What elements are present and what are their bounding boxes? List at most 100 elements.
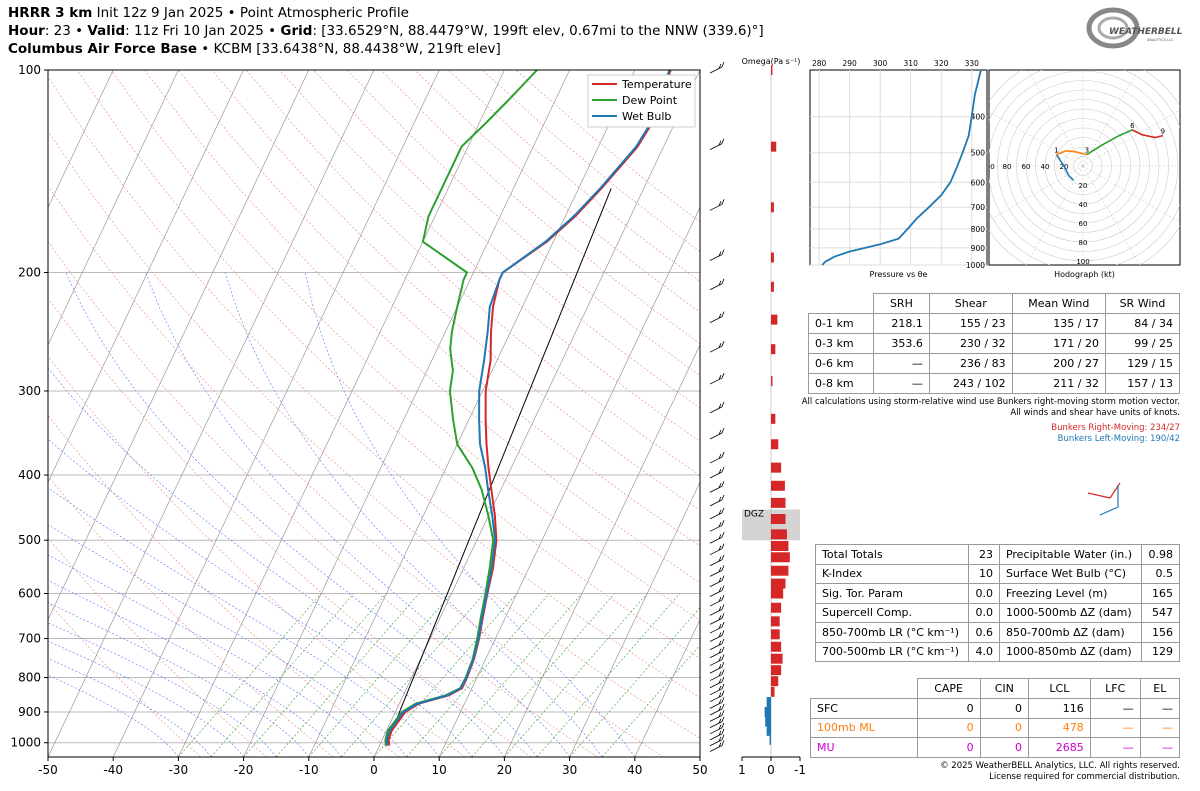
srh-note-line: All calculations using storm-relative wi… (801, 397, 1180, 407)
barb-flag (718, 587, 722, 593)
barb-flag (721, 604, 725, 610)
omega-bar (771, 616, 780, 627)
dry-adiabat (48, 297, 532, 757)
wind-barb (709, 249, 725, 261)
svg-text:WEATHERBELL: WEATHERBELL (1109, 27, 1183, 37)
wind-barb (709, 676, 725, 689)
table-cell: 547 (1140, 602, 1181, 623)
profile-line-temperature (387, 69, 672, 746)
omega-bar (771, 641, 782, 652)
wind-barb (709, 638, 725, 651)
x-tick-label: 40 (627, 763, 642, 777)
barb-flag (721, 654, 725, 660)
isotherm (48, 70, 49, 71)
hodo-segment (1056, 149, 1087, 156)
x-tick-label: -10 (299, 763, 319, 777)
table-cell: 218.1 (872, 313, 930, 334)
hodo-ring (989, 70, 1180, 265)
barb-shaft (709, 674, 723, 681)
hodo-segment (1132, 129, 1163, 139)
table-cell: 243 / 102 (928, 373, 1013, 394)
table-cell: MU (810, 737, 918, 758)
barb-shaft (709, 559, 723, 567)
mixing-ratio (243, 593, 387, 757)
barb-flag (718, 280, 722, 286)
barb-shaft (709, 708, 723, 716)
barb-flag (721, 427, 725, 434)
omega-bar (771, 497, 786, 508)
wind-barb (709, 427, 725, 440)
table-row: 700-500mb LR (°C km⁻¹) 4.0 1000-850mb ΔZ (… (815, 641, 1181, 662)
barb-flag (718, 577, 722, 583)
isotherm (504, 343, 700, 757)
table-cell: 116 (1028, 698, 1091, 719)
skewt-legend: Temperature Dew Point Wet Bulb (587, 74, 696, 128)
dry-adiabat (48, 76, 700, 699)
header-line-2: Hour: 23 • Valid: 11z Fri 10 Jan 2025 • … (8, 22, 764, 40)
hodo-ring (1063, 146, 1103, 186)
mixing-ratio (341, 593, 485, 757)
omega-bar (771, 565, 789, 576)
wind-barb (709, 697, 725, 709)
barb-flag (721, 372, 725, 379)
x-tick-label: 0 (370, 763, 378, 777)
isotherm (48, 70, 179, 346)
init-text: Init 12z 9 Jan 2025 • Point Atmospheric … (92, 5, 409, 21)
theta-y-label: 800 (971, 225, 986, 234)
table-row: 0-3 km 353.6 230 / 32 171 / 20 99 / 25 (808, 333, 1181, 354)
barb-flag (721, 728, 725, 734)
hodo-segment (1086, 129, 1133, 156)
omega-bar (765, 716, 771, 727)
omega-bar (771, 462, 782, 473)
barb-shaft (709, 745, 723, 752)
table-cell: 850-700mb LR (°C km⁻¹) (815, 622, 969, 643)
hodo-ring-label: 40 (1041, 163, 1050, 171)
storm-motion-arrow (1087, 492, 1111, 499)
table-cell: 100mb ML (810, 717, 918, 738)
theta-y-label: 600 (971, 178, 986, 187)
wind-barb (709, 278, 725, 291)
table-cell: 0.5 (1140, 563, 1181, 584)
hodo-ring-label: 60 (1079, 220, 1088, 228)
hodo-ring (989, 70, 1179, 262)
hodo-ring-label: 60 (1022, 163, 1031, 171)
wind-barb (709, 520, 725, 532)
parcel-header (810, 678, 918, 699)
srh-header: SR Wind (1104, 293, 1181, 314)
table-row: MU 0 0 2685— — (810, 737, 1181, 758)
barb-flag (718, 648, 722, 654)
hodo-ring-label: 100 (1076, 258, 1089, 266)
table-row: Total Totals 23 Precipitable Water (in.) 0.… (815, 544, 1181, 565)
barb-shaft (709, 536, 723, 544)
moist-adiabat (304, 272, 636, 757)
table-cell: 236 / 83 (928, 353, 1013, 374)
dry-adiabat (48, 241, 598, 757)
table-cell: — (872, 373, 930, 394)
table-row: 100mb ML 0 0 478— — (810, 717, 1181, 738)
dry-adiabat (48, 415, 400, 757)
table-cell: 157 / 13 (1104, 373, 1181, 394)
omega-bar (771, 65, 773, 75)
table-cell: 171 / 20 (1011, 333, 1106, 354)
mixing-ratio (308, 593, 452, 757)
theta-y-label: 500 (971, 149, 986, 158)
barb-shaft (709, 432, 723, 440)
barb-shaft (709, 681, 723, 689)
theta-y-label: 400 (971, 113, 986, 122)
table-row: 0-1 km 218.1 155 / 23 135 / 17 84 / 34 (808, 313, 1181, 334)
table-cell: Sig. Tor. Param (815, 583, 969, 604)
legend-box (587, 74, 696, 128)
table-cell: 0.6 (967, 622, 1000, 643)
wind-barb (709, 662, 725, 674)
barb-flag (718, 692, 722, 698)
barb-flag (721, 494, 725, 501)
table-row: 0-8 km —243 / 102 211 / 32 157 / 13 (808, 373, 1181, 394)
barb-shaft (709, 626, 723, 634)
legend-label: Dew Point (622, 94, 678, 107)
table-cell: 0 (979, 698, 1030, 719)
wind-barb (709, 565, 725, 577)
barb-flag (718, 730, 722, 736)
wind-barb (709, 613, 725, 625)
barb-flag (721, 532, 725, 538)
